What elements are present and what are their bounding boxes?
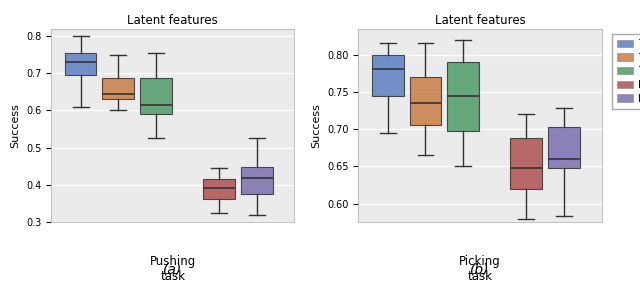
- PathPatch shape: [65, 53, 97, 75]
- PathPatch shape: [548, 127, 580, 168]
- Y-axis label: Success: Success: [312, 103, 321, 148]
- PathPatch shape: [241, 167, 273, 194]
- Text: Picking
task: Picking task: [459, 255, 501, 283]
- Text: Pushing
task: Pushing task: [150, 255, 196, 283]
- PathPatch shape: [410, 77, 442, 125]
- PathPatch shape: [372, 55, 404, 95]
- PathPatch shape: [102, 78, 134, 99]
- Text: (a): (a): [163, 262, 182, 277]
- PathPatch shape: [140, 78, 172, 114]
- PathPatch shape: [510, 138, 542, 189]
- Legend: ToC, ToC-RF, Toc-IDF, ICM-IDF, ICM-RF: ToC, ToC-RF, Toc-IDF, ICM-IDF, ICM-RF: [612, 34, 640, 109]
- PathPatch shape: [203, 180, 235, 199]
- Y-axis label: Success: Success: [10, 103, 20, 148]
- PathPatch shape: [447, 62, 479, 131]
- Text: (b): (b): [470, 262, 490, 277]
- Title: Latent features: Latent features: [435, 14, 525, 27]
- Title: Latent features: Latent features: [127, 14, 218, 27]
